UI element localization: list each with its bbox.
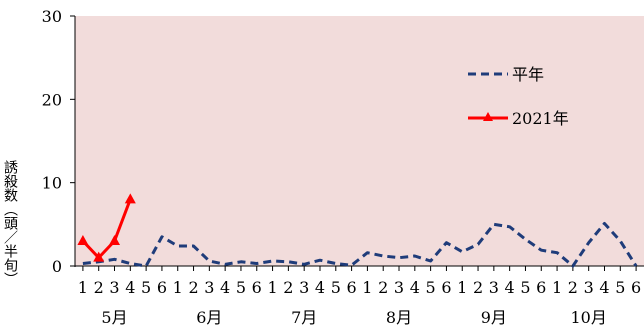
series-point-1: [77, 235, 89, 245]
x-tick-label: 1: [552, 278, 562, 297]
x-tick-label: 6: [631, 278, 641, 297]
x-tick-label: 1: [78, 278, 88, 297]
x-tick-label: 5: [141, 278, 151, 297]
x-tick-label: 6: [441, 278, 451, 297]
x-tick-label: 4: [220, 278, 230, 297]
y-axis-ticks: 0 10 20 30: [42, 7, 75, 276]
legend-label-2021: 2021年: [512, 109, 569, 128]
x-tick-label: 4: [125, 278, 135, 297]
x-tick-label: 1: [362, 278, 372, 297]
x-tick-label: 2: [283, 278, 293, 297]
x-tick-label: 3: [204, 278, 214, 297]
x-tick-label: 2: [378, 278, 388, 297]
x-tick-label: 4: [505, 278, 515, 297]
x-tick-label: 6: [252, 278, 262, 297]
x-tick-label: 5: [331, 278, 341, 297]
x-month-label: 10月: [570, 308, 606, 327]
series-line-0: [82, 222, 638, 268]
legend: 平年 2021年: [468, 65, 569, 128]
x-tick-label: 3: [299, 278, 309, 297]
x-tick-label: 3: [489, 278, 499, 297]
x-tick-label: 6: [157, 278, 167, 297]
series-point-1: [109, 235, 121, 245]
x-tick-label: 3: [109, 278, 119, 297]
x-axis-ticks: 1 2 3 4 5 6 1 2 3 4 5 6 1 2 3 4 5 6 1 2 3 4 5 6 1 2 3 4 5 6 1 2 3 4 5 65月 6月…: [78, 266, 641, 327]
x-tick-label: 5: [236, 278, 246, 297]
x-tick-label: 5: [615, 278, 625, 297]
series-point-1: [93, 251, 105, 262]
x-month-label: 7月: [291, 308, 317, 327]
x-tick-label: 3: [394, 278, 404, 297]
x-tick-label: 4: [410, 278, 420, 297]
legend-marker-2021: [483, 112, 493, 121]
x-tick-label: 1: [173, 278, 183, 297]
x-tick-label: 4: [315, 278, 325, 297]
x-month-label: 8月: [386, 308, 412, 327]
x-tick-label: 6: [536, 278, 546, 297]
series-line-1: [81, 198, 132, 260]
series-layer: [77, 193, 638, 268]
x-tick-label: 3: [584, 278, 594, 297]
plot-area: [75, 16, 644, 266]
x-tick-label: 5: [520, 278, 530, 297]
x-month-label: 5月: [101, 308, 127, 327]
x-tick-label: 2: [94, 278, 104, 297]
y-tick-label: 30: [42, 7, 62, 26]
x-month-label: 6月: [196, 308, 222, 327]
x-tick-label: 2: [473, 278, 483, 297]
x-month-label: 9月: [481, 308, 507, 327]
y-axis-label: 誘殺数（頭／半旬）: [2, 160, 18, 286]
x-tick-label: 1: [457, 278, 467, 297]
x-tick-label: 2: [568, 278, 578, 297]
x-tick-label: 2: [188, 278, 198, 297]
y-tick-label: 10: [42, 174, 62, 193]
y-tick-label: 0: [52, 257, 62, 276]
y-tick-label: 20: [42, 90, 62, 109]
legend-label-heinen: 平年: [512, 65, 544, 84]
x-tick-label: 1: [267, 278, 277, 297]
x-tick-label: 5: [426, 278, 436, 297]
series-point-1: [124, 193, 136, 204]
x-tick-label: 6: [347, 278, 357, 297]
x-tick-label: 4: [599, 278, 609, 297]
